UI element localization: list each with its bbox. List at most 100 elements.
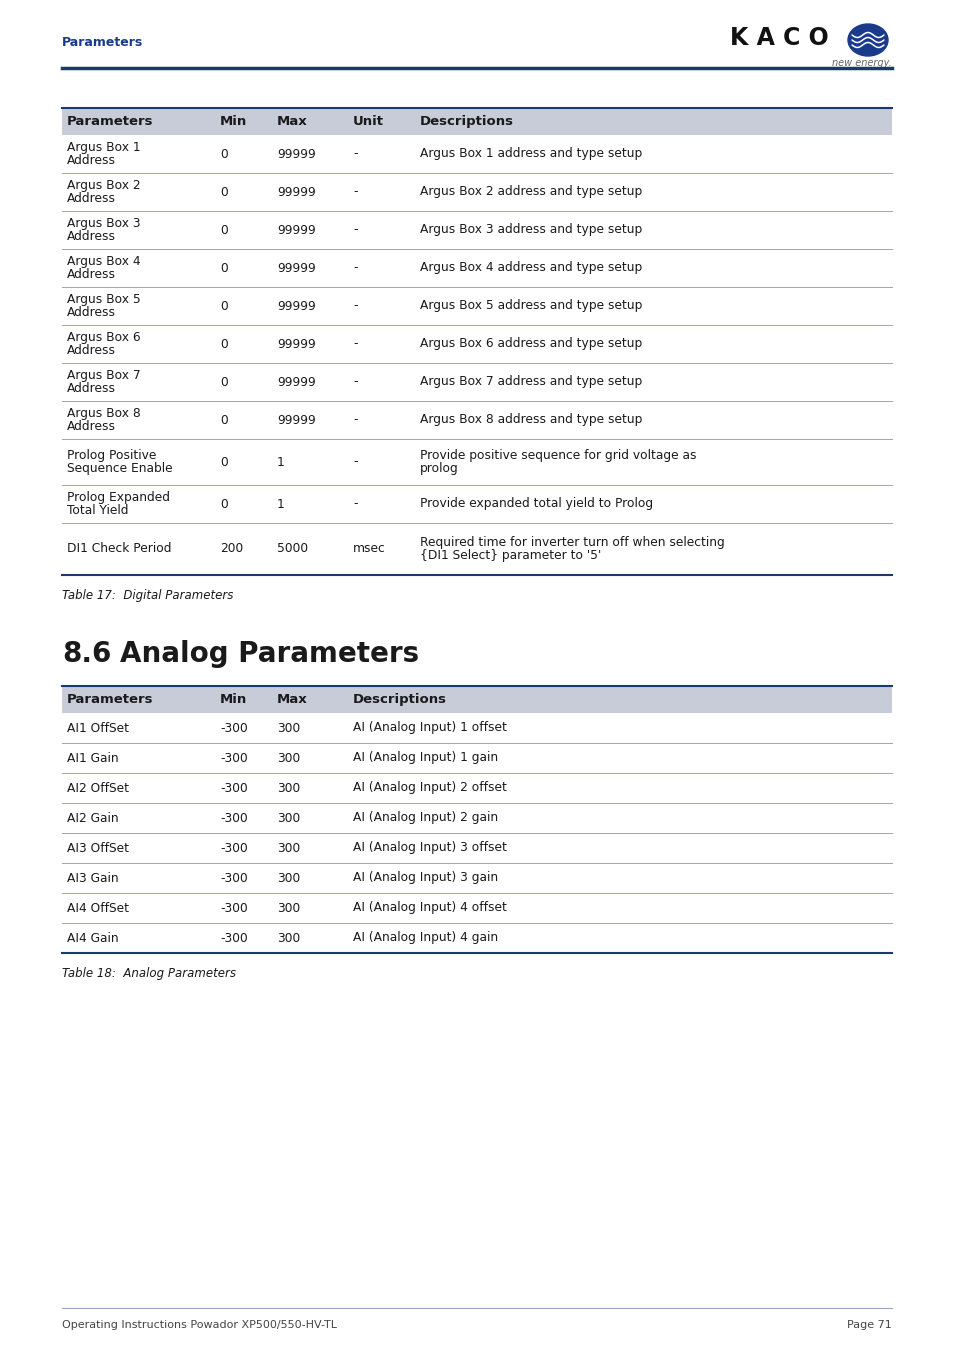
Text: Max: Max xyxy=(276,693,308,706)
Bar xyxy=(62,485,891,522)
Text: Table 18:  Analog Parameters: Table 18: Analog Parameters xyxy=(62,967,235,980)
Text: 99999: 99999 xyxy=(276,147,315,161)
Text: 200: 200 xyxy=(220,543,243,555)
Text: -: - xyxy=(353,262,357,274)
Text: Address: Address xyxy=(67,344,116,356)
Text: new energy.: new energy. xyxy=(831,58,891,68)
Text: DI1 Check Period: DI1 Check Period xyxy=(67,543,172,555)
Text: Argus Box 3 address and type setup: Argus Box 3 address and type setup xyxy=(419,224,641,236)
Text: 300: 300 xyxy=(276,752,300,764)
Text: 0: 0 xyxy=(220,262,228,274)
Text: 300: 300 xyxy=(276,782,300,795)
Text: -300: -300 xyxy=(220,931,248,945)
Text: 99999: 99999 xyxy=(276,413,315,427)
Bar xyxy=(62,833,891,863)
Text: AI2 OffSet: AI2 OffSet xyxy=(67,782,129,795)
Text: 99999: 99999 xyxy=(276,375,315,389)
Text: Argus Box 7 address and type setup: Argus Box 7 address and type setup xyxy=(419,375,641,389)
Text: Descriptions: Descriptions xyxy=(353,693,447,706)
Bar xyxy=(62,863,891,892)
Bar xyxy=(62,108,891,135)
Text: Address: Address xyxy=(67,269,116,281)
Text: Descriptions: Descriptions xyxy=(419,115,514,128)
Text: Parameters: Parameters xyxy=(67,115,153,128)
Text: -: - xyxy=(353,375,357,389)
Bar xyxy=(62,686,891,713)
Text: -: - xyxy=(353,338,357,351)
Text: AI (Analog Input) 4 offset: AI (Analog Input) 4 offset xyxy=(353,902,506,914)
Text: -: - xyxy=(353,455,357,468)
Text: Provide expanded total yield to Prolog: Provide expanded total yield to Prolog xyxy=(419,498,653,510)
Text: -300: -300 xyxy=(220,872,248,884)
Text: prolog: prolog xyxy=(419,462,458,475)
Text: -: - xyxy=(353,147,357,161)
Bar xyxy=(62,363,891,401)
Text: AI (Analog Input) 4 gain: AI (Analog Input) 4 gain xyxy=(353,931,497,945)
Text: -: - xyxy=(353,224,357,236)
Text: AI (Analog Input) 2 gain: AI (Analog Input) 2 gain xyxy=(353,811,497,825)
Text: Argus Box 8: Argus Box 8 xyxy=(67,406,141,420)
Text: Parameters: Parameters xyxy=(62,35,143,49)
Text: 300: 300 xyxy=(276,931,300,945)
Text: AI3 Gain: AI3 Gain xyxy=(67,872,118,884)
Text: Table 17:  Digital Parameters: Table 17: Digital Parameters xyxy=(62,589,233,602)
Text: 1: 1 xyxy=(276,455,284,468)
Text: AI1 OffSet: AI1 OffSet xyxy=(67,721,129,734)
Text: 8.6: 8.6 xyxy=(62,640,112,668)
Text: AI (Analog Input) 3 gain: AI (Analog Input) 3 gain xyxy=(353,872,497,884)
Text: Argus Box 2: Argus Box 2 xyxy=(67,180,140,192)
Bar xyxy=(62,135,891,173)
Text: 300: 300 xyxy=(276,841,300,855)
Text: 300: 300 xyxy=(276,902,300,914)
Text: 99999: 99999 xyxy=(276,338,315,351)
Text: -300: -300 xyxy=(220,811,248,825)
Text: Argus Box 4 address and type setup: Argus Box 4 address and type setup xyxy=(419,262,641,274)
Text: AI4 OffSet: AI4 OffSet xyxy=(67,902,129,914)
Text: Argus Box 5 address and type setup: Argus Box 5 address and type setup xyxy=(419,300,641,312)
Text: AI4 Gain: AI4 Gain xyxy=(67,931,118,945)
Text: Provide positive sequence for grid voltage as: Provide positive sequence for grid volta… xyxy=(419,450,696,462)
Text: AI (Analog Input) 2 offset: AI (Analog Input) 2 offset xyxy=(353,782,506,795)
Text: -: - xyxy=(353,300,357,312)
Text: Prolog Expanded: Prolog Expanded xyxy=(67,491,170,504)
Bar xyxy=(62,713,891,743)
Text: Total Yield: Total Yield xyxy=(67,504,129,517)
Text: Prolog Positive: Prolog Positive xyxy=(67,450,156,462)
Text: Argus Box 8 address and type setup: Argus Box 8 address and type setup xyxy=(419,413,641,427)
Text: Min: Min xyxy=(220,693,247,706)
Text: Argus Box 4: Argus Box 4 xyxy=(67,255,140,269)
Text: Address: Address xyxy=(67,306,116,319)
Text: K A C O: K A C O xyxy=(729,26,828,50)
Text: 300: 300 xyxy=(276,872,300,884)
Bar xyxy=(62,923,891,953)
Text: Argus Box 6: Argus Box 6 xyxy=(67,331,140,344)
Text: Address: Address xyxy=(67,420,116,433)
Bar xyxy=(62,774,891,803)
Text: -300: -300 xyxy=(220,721,248,734)
Text: Argus Box 7: Argus Box 7 xyxy=(67,369,140,382)
Text: Argus Box 1: Argus Box 1 xyxy=(67,140,140,154)
Text: 0: 0 xyxy=(220,498,228,510)
Bar xyxy=(62,803,891,833)
Text: 99999: 99999 xyxy=(276,262,315,274)
Text: Sequence Enable: Sequence Enable xyxy=(67,462,172,475)
Text: 0: 0 xyxy=(220,455,228,468)
Text: Argus Box 6 address and type setup: Argus Box 6 address and type setup xyxy=(419,338,641,351)
Text: 99999: 99999 xyxy=(276,224,315,236)
Text: AI3 OffSet: AI3 OffSet xyxy=(67,841,129,855)
Text: 0: 0 xyxy=(220,185,228,198)
Bar xyxy=(62,522,891,575)
Text: -300: -300 xyxy=(220,902,248,914)
Bar xyxy=(62,288,891,325)
Ellipse shape xyxy=(847,24,887,55)
Text: -: - xyxy=(353,498,357,510)
Text: Argus Box 1 address and type setup: Argus Box 1 address and type setup xyxy=(419,147,641,161)
Text: Argus Box 2 address and type setup: Argus Box 2 address and type setup xyxy=(419,185,641,198)
Text: AI2 Gain: AI2 Gain xyxy=(67,811,118,825)
Text: Address: Address xyxy=(67,382,116,396)
Text: Required time for inverter turn off when selecting: Required time for inverter turn off when… xyxy=(419,536,724,549)
Text: Analog Parameters: Analog Parameters xyxy=(120,640,418,668)
Text: 300: 300 xyxy=(276,811,300,825)
Text: 0: 0 xyxy=(220,338,228,351)
Text: Address: Address xyxy=(67,154,116,167)
